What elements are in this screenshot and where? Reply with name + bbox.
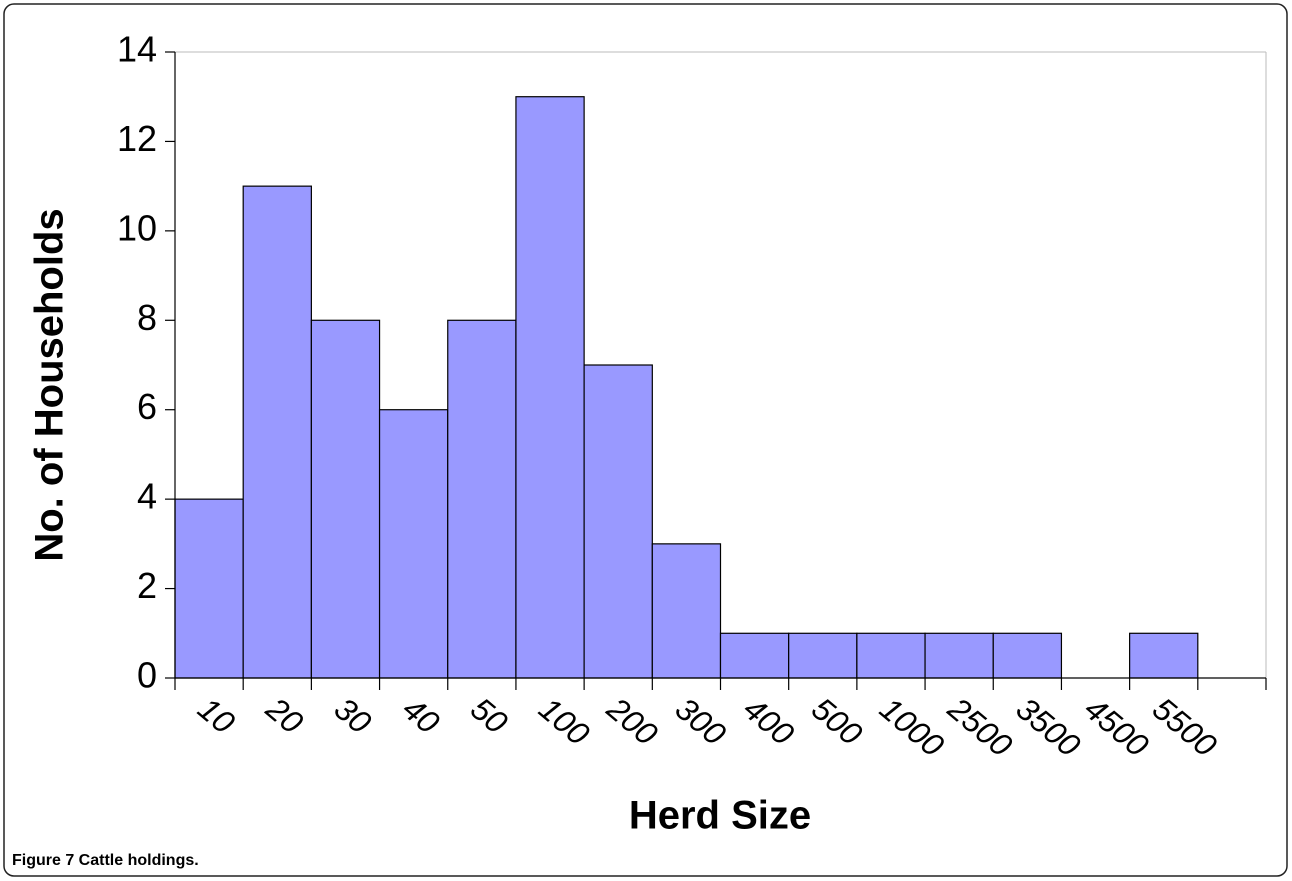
figure-frame xyxy=(3,3,1288,877)
bar xyxy=(1129,632,1199,679)
bar xyxy=(515,96,585,679)
bar xyxy=(856,632,926,679)
x-tick-label: 50 xyxy=(464,690,515,741)
x-tick-label: 4500 xyxy=(1078,690,1156,763)
x-tick-label: 10 xyxy=(191,690,242,741)
caption: Figure 7 Cattle holdings. xyxy=(12,852,199,869)
bar xyxy=(719,632,790,679)
x-tick-label: 100 xyxy=(532,690,596,752)
x-tick-label: 300 xyxy=(669,690,733,752)
bar xyxy=(788,632,858,679)
y-axis-label: No. of Households xyxy=(28,208,72,561)
y-tick-label: 14 xyxy=(117,29,157,70)
bar xyxy=(310,319,381,679)
x-tick-label: 1000 xyxy=(873,690,951,763)
x-tick-label: 500 xyxy=(805,690,869,752)
x-tick-label: 400 xyxy=(737,690,801,752)
bar xyxy=(378,409,449,679)
x-tick-label: 40 xyxy=(396,690,447,741)
y-tick-label: 0 xyxy=(137,655,157,696)
x-tick-label: 20 xyxy=(259,690,310,741)
bar xyxy=(447,319,517,679)
x-tick-label: 2500 xyxy=(941,690,1020,764)
bar xyxy=(651,543,722,679)
bar xyxy=(583,364,653,679)
y-tick-label: 12 xyxy=(117,118,157,159)
x-tick-label: 200 xyxy=(600,690,665,753)
bar xyxy=(174,498,244,679)
bar xyxy=(992,632,1063,679)
y-tick-label: 6 xyxy=(137,386,157,427)
y-tick-label: 2 xyxy=(137,565,157,606)
x-tick-label: 3500 xyxy=(1010,690,1088,763)
x-tick-label: 30 xyxy=(328,690,379,741)
bar xyxy=(242,185,312,679)
x-tick-label: 5500 xyxy=(1146,690,1224,763)
y-tick-label: 10 xyxy=(117,207,157,248)
x-axis-label: Herd Size xyxy=(629,794,811,838)
y-tick-label: 8 xyxy=(137,297,157,338)
y-tick-label: 4 xyxy=(137,476,157,517)
bar xyxy=(924,632,994,679)
